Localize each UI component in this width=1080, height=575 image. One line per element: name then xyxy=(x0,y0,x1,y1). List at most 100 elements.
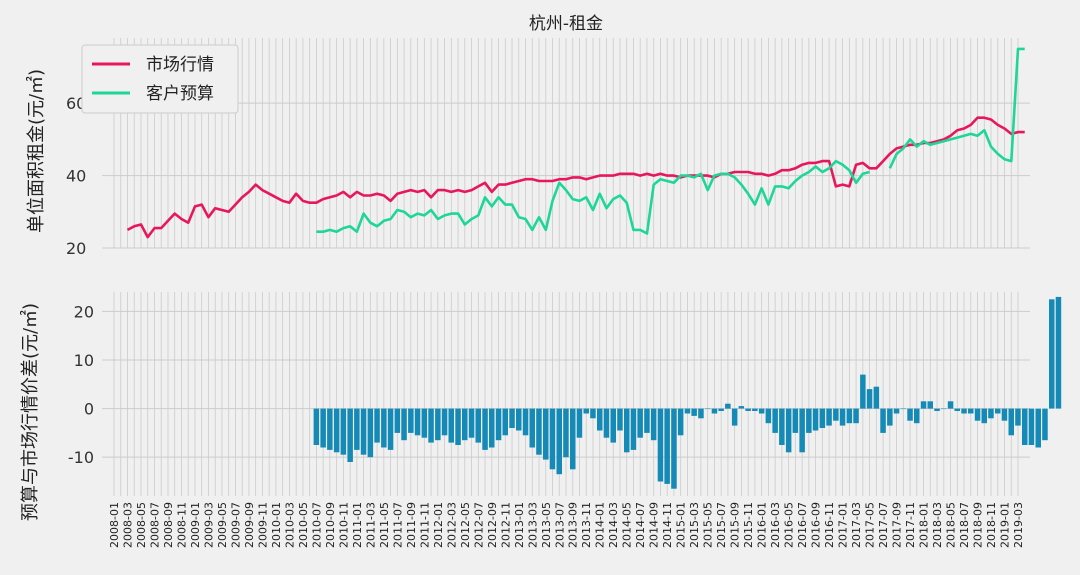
difference-bar xyxy=(799,408,805,453)
difference-bar xyxy=(711,408,718,414)
difference-bar xyxy=(475,408,481,443)
difference-bar xyxy=(1008,408,1014,436)
difference-bar xyxy=(374,408,380,443)
x-tick-label: 2016-11 xyxy=(823,502,836,548)
difference-bar xyxy=(880,408,886,433)
bottom-y-axis-label: 预算与市场行情价差(元/㎡) xyxy=(19,303,41,521)
x-tick-label: 2016-01 xyxy=(756,502,769,548)
bottom-y-axis-ticks: -10 0 10 20 xyxy=(68,302,94,467)
bottom-y-tick-label: 0 xyxy=(84,400,94,419)
bottom-y-tick-label: 20 xyxy=(74,302,94,321)
difference-bar xyxy=(543,408,549,460)
difference-bar xyxy=(1022,408,1028,445)
difference-bar xyxy=(617,408,623,431)
difference-bar xyxy=(772,408,778,433)
difference-bar xyxy=(792,408,799,433)
x-tick-label: 2008-09 xyxy=(162,502,175,548)
x-tick-label: 2010-09 xyxy=(324,502,337,548)
difference-bar xyxy=(468,408,475,438)
difference-bar xyxy=(839,408,846,426)
difference-bar xyxy=(846,408,853,424)
x-tick-label: 2012-09 xyxy=(486,502,499,548)
difference-bar xyxy=(738,406,745,409)
difference-bar xyxy=(502,408,508,436)
x-tick-label: 2012-07 xyxy=(472,502,485,548)
x-tick-label: 2011-07 xyxy=(391,502,404,548)
difference-bar xyxy=(954,408,960,411)
difference-bar xyxy=(556,408,562,475)
difference-bar xyxy=(826,408,832,426)
difference-bar xyxy=(570,408,576,470)
x-tick-label: 2013-01 xyxy=(513,502,526,548)
difference-bar xyxy=(725,403,731,409)
x-tick-label: 2015-01 xyxy=(675,502,688,548)
difference-bar xyxy=(381,408,387,448)
difference-bar xyxy=(590,408,596,419)
difference-bar xyxy=(583,408,589,414)
difference-bar xyxy=(630,408,637,450)
x-tick-label: 2008-07 xyxy=(149,502,162,548)
difference-bar xyxy=(752,408,758,411)
x-tick-label: 2009-05 xyxy=(216,502,229,548)
x-tick-label: 2018-01 xyxy=(918,502,931,548)
difference-bar xyxy=(435,408,441,441)
difference-bar xyxy=(549,408,556,470)
difference-bar xyxy=(624,408,630,453)
difference-bar xyxy=(920,401,927,409)
x-tick-label: 2012-05 xyxy=(459,502,472,548)
difference-bar xyxy=(684,408,691,414)
x-tick-label: 2019-01 xyxy=(999,502,1012,548)
difference-bar xyxy=(333,408,340,453)
difference-bar xyxy=(927,401,933,409)
difference-bar xyxy=(968,408,974,414)
difference-bar xyxy=(516,408,522,431)
x-tick-label: 2008-01 xyxy=(108,502,121,548)
difference-bar xyxy=(907,408,913,421)
x-tick-label: 2013-03 xyxy=(526,502,539,548)
x-tick-label: 2017-03 xyxy=(850,502,863,548)
difference-bar xyxy=(866,389,873,409)
customer-budget-line xyxy=(316,47,1025,235)
x-tick-label: 2017-11 xyxy=(904,502,917,548)
x-tick-label: 2009-01 xyxy=(189,502,202,548)
difference-bar xyxy=(1055,296,1062,409)
x-tick-label: 2008-05 xyxy=(135,502,148,548)
difference-bar xyxy=(428,408,434,443)
difference-bar xyxy=(462,408,468,441)
difference-bar xyxy=(401,408,407,441)
difference-bar xyxy=(812,408,819,431)
difference-bar xyxy=(597,408,603,431)
difference-bar xyxy=(529,408,535,448)
difference-bar xyxy=(860,374,866,409)
difference-bar xyxy=(758,408,765,414)
difference-bar xyxy=(887,408,893,426)
bottom-y-tick-label: -10 xyxy=(68,448,94,467)
difference-bar xyxy=(482,408,488,450)
x-tick-label: 2013-09 xyxy=(567,502,580,548)
difference-bar xyxy=(421,408,428,438)
x-tick-label: 2016-09 xyxy=(810,502,823,548)
top-y-tick-label: 40 xyxy=(66,167,86,186)
difference-bar xyxy=(1035,408,1041,448)
difference-bar xyxy=(745,408,751,411)
x-tick-label: 2010-01 xyxy=(270,502,283,548)
difference-bar xyxy=(785,408,792,453)
difference-bar xyxy=(610,408,616,443)
difference-bar xyxy=(819,408,826,428)
market-price-line xyxy=(126,116,1025,239)
x-tick-label: 2018-05 xyxy=(945,502,958,548)
x-tick-label: 2010-11 xyxy=(337,502,350,548)
top-y-axis-ticks: 20 40 60 xyxy=(66,94,86,258)
x-tick-label: 2008-11 xyxy=(176,502,189,548)
bottom-y-tick-label: 10 xyxy=(74,351,94,370)
x-tick-label: 2011-11 xyxy=(418,502,431,548)
difference-bar xyxy=(664,408,670,484)
difference-bar xyxy=(718,408,724,411)
difference-bar xyxy=(1015,408,1021,426)
difference-bar xyxy=(522,408,529,436)
difference-bar xyxy=(441,408,448,436)
difference-bar xyxy=(765,408,772,424)
x-tick-label: 2016-07 xyxy=(796,502,809,548)
x-tick-label: 2017-07 xyxy=(877,502,890,548)
